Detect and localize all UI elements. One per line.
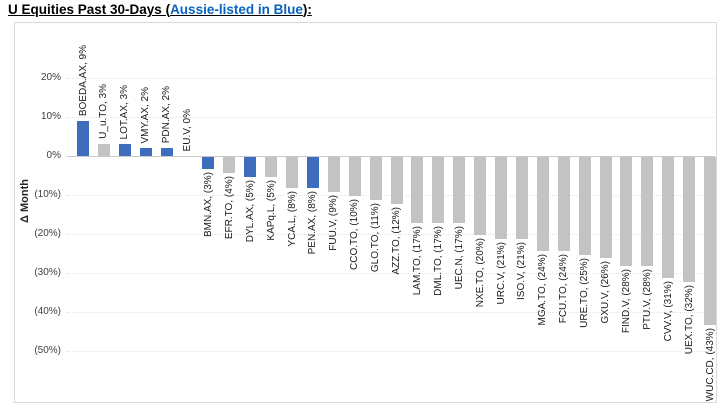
bar-label-URC.V: URC.V, (21%): [495, 241, 507, 305]
bar-VMY.AX: [139, 148, 152, 156]
bar-label-URE.TO: URE.TO, (25%): [579, 257, 591, 328]
bar-label-GXU.V: GXU.V, (26%): [600, 261, 611, 324]
bar-NXE.TO: [474, 157, 487, 235]
bar-label-DML.TO: DML.TO, (17%): [432, 226, 444, 297]
bar-BOEDA.AX: [77, 120, 89, 156]
bar-label-VMY.AX: VMY.AX, 2%: [140, 86, 152, 144]
bar-label-PDN.AX: PDN.AX, 2%: [161, 85, 173, 144]
gridline: [67, 273, 715, 274]
bar-label-ISO.V: ISO.V, (21%): [516, 241, 528, 300]
chart: Δ Month 20% 10% 0% (10%) (20%) (30%) (40%) (50%…: [14, 22, 717, 403]
bar-label-WUC.CD: WUC.CD, (43%): [704, 327, 716, 402]
y-tick-label: 0%: [46, 150, 61, 161]
bar-LOT.AX: [118, 144, 131, 156]
bar-PTU.V: [641, 157, 654, 267]
bar-label-EFR.TO: EFR.TO, (4%): [223, 175, 235, 239]
bar-DYL.AX: [244, 157, 257, 177]
bar-label-KAPq.L: KAPq.L, (5%): [265, 179, 277, 241]
bar-label-UEC.N: UEC.N, (17%): [453, 226, 465, 290]
bar-label-LAM.TO: LAM.TO, (17%): [411, 226, 423, 296]
bar-MGA.TO: [536, 157, 549, 251]
bar-label-BMN.AX: BMN.AX, (3%): [202, 171, 214, 237]
bar-URC.V: [495, 157, 507, 239]
bar-label-YCA.L: YCA.L, (8%): [286, 191, 298, 247]
bar-YCA.L: [286, 157, 298, 189]
bar-label-GLO.TO: GLO.TO, (11%): [370, 202, 382, 272]
bar-EFR.TO: [223, 157, 236, 173]
bar-label-FUU.V: FUU.V, (9%): [328, 195, 340, 251]
bar-FCU.TO: [557, 157, 570, 251]
y-tick-label: (20%): [34, 228, 61, 239]
gridline: [67, 351, 715, 352]
bar-label-EU.V: EU.V, 0%: [182, 108, 193, 151]
bar-label-FCU.TO: FCU.TO, (24%): [558, 253, 570, 323]
bar-label-UEX.TO: UEX.TO, (32%): [683, 284, 695, 355]
bar-GXU.V: [599, 157, 612, 259]
bar-label-CCO.TO: CCO.TO, (10%): [349, 199, 361, 270]
y-tick-label: 20%: [40, 72, 61, 83]
bar-label-U_u.TO: U_u.TO, 3%: [98, 84, 110, 140]
y-tick-label: (50%): [34, 345, 61, 356]
bar-FIND.V: [620, 157, 633, 267]
bar-label-AZZ.TO: AZZ.TO, (12%): [391, 206, 402, 275]
gridline: [67, 234, 715, 235]
page-title-link[interactable]: Aussie-listed in Blue: [170, 2, 303, 17]
bar-DML.TO: [432, 157, 445, 224]
gridline: [67, 78, 715, 79]
bar-label-LOT.AX: LOT.AX, 3%: [119, 84, 131, 140]
bar-URE.TO: [578, 157, 591, 255]
gridline: [67, 312, 715, 313]
bar-PDN.AX: [160, 148, 173, 156]
bar-ISO.V: [515, 157, 528, 239]
bar-WUC.CD: [704, 157, 716, 325]
y-tick-label: (40%): [34, 306, 61, 317]
bar-label-FIND.V: FIND.V, (28%): [620, 269, 632, 334]
bar-GLO.TO: [369, 157, 382, 200]
bar-label-PEN.AX: PEN.AX, (8%): [307, 191, 319, 255]
bar-label-DYL.AX: DYL.AX, (5%): [244, 179, 256, 242]
gridline: [67, 117, 715, 118]
zero-line: [67, 156, 715, 157]
bar-KAPq.L: [265, 157, 278, 177]
bar-PEN.AX: [306, 157, 319, 189]
bar-FUU.V: [327, 157, 340, 193]
bar-label-BOEDA.AX: BOEDA.AX, 9%: [77, 44, 89, 116]
bar-label-MGA.TO: MGA.TO, (24%): [537, 253, 549, 326]
y-tick-label: (30%): [34, 267, 61, 278]
bar-label-CVV.V: CVV.V, (31%): [662, 280, 674, 342]
bar-UEC.N: [453, 157, 466, 224]
page-title-prefix: U Equities Past 30-Days (: [8, 2, 171, 17]
bar-LAM.TO: [411, 157, 424, 224]
bar-UEX.TO: [683, 157, 696, 282]
bar-label-PTU.V: PTU.V, (28%): [641, 269, 653, 330]
page-title-suffix: ):: [302, 2, 312, 17]
y-tick-label: (10%): [34, 189, 61, 200]
bar-BMN.AX: [202, 157, 215, 169]
page-title: U Equities Past 30-Days (Aussie-listed i…: [8, 2, 312, 17]
bar-CVV.V: [662, 157, 675, 278]
y-tick-label: 10%: [40, 111, 61, 122]
bar-CCO.TO: [348, 157, 361, 196]
bar-U_u.TO: [97, 144, 110, 156]
bar-label-NXE.TO: NXE.TO, (20%): [474, 238, 486, 308]
bar-AZZ.TO: [390, 157, 403, 204]
